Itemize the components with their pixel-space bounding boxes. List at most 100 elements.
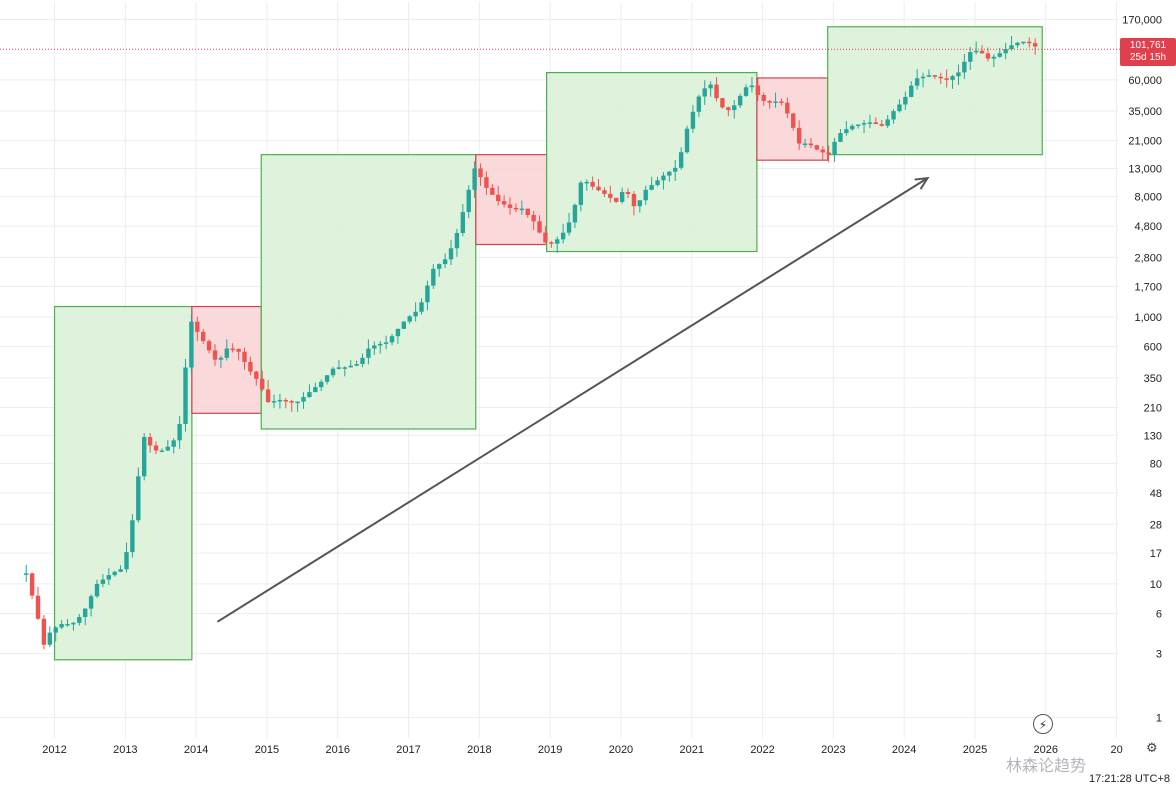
candle-body bbox=[94, 583, 100, 597]
candle-body bbox=[637, 200, 643, 207]
candle-body bbox=[808, 143, 814, 146]
x-axis[interactable]: 2012 2013 2014 2015 2016 2017 2018 2019 2020 2021… bbox=[42, 744, 1122, 756]
bear-cycle-zone bbox=[475, 154, 548, 246]
candle-body bbox=[130, 520, 135, 553]
candle-body bbox=[543, 232, 548, 243]
candle-body bbox=[448, 248, 454, 260]
candle-body bbox=[124, 552, 129, 570]
candle-body bbox=[938, 76, 943, 79]
trend-arrow bbox=[216, 176, 930, 623]
candle-body bbox=[106, 575, 112, 580]
candle-body bbox=[47, 632, 52, 645]
candle-body bbox=[737, 95, 743, 106]
bull-cycle-zone bbox=[546, 72, 758, 253]
candle-body bbox=[513, 207, 519, 210]
candle-body bbox=[1027, 41, 1032, 44]
candle-body bbox=[289, 401, 294, 403]
candle-body bbox=[926, 75, 932, 77]
x-tick-label: 2020 bbox=[609, 744, 633, 756]
candle-body bbox=[968, 52, 973, 62]
x-tick-label: 2022 bbox=[750, 744, 774, 756]
candle-body bbox=[696, 96, 702, 112]
candle-body bbox=[159, 450, 165, 453]
candle-body bbox=[254, 371, 259, 379]
candle-body bbox=[590, 181, 595, 187]
y-tick-label: 130 bbox=[1144, 430, 1162, 442]
candle-body bbox=[189, 321, 194, 368]
candle-body bbox=[1003, 49, 1008, 54]
candle-body bbox=[330, 368, 336, 376]
candle-body bbox=[142, 436, 147, 477]
candle-body bbox=[596, 186, 601, 191]
x-tick-label: 2015 bbox=[255, 744, 279, 756]
candle-body bbox=[413, 311, 418, 317]
candle-body bbox=[773, 101, 778, 103]
candle-body bbox=[826, 152, 831, 155]
candle-body bbox=[301, 397, 306, 402]
candle-body bbox=[873, 122, 879, 125]
candle-body bbox=[183, 367, 188, 425]
candle-body bbox=[271, 401, 277, 403]
candle-body bbox=[442, 259, 448, 265]
candle-body bbox=[147, 436, 153, 446]
y-tick-label: 48 bbox=[1150, 488, 1162, 500]
candle-body bbox=[631, 193, 637, 207]
y-axis[interactable]: 170,000 60,000 35,000 21,000 13,000 8,000 4,80… bbox=[1122, 15, 1162, 725]
candle-body bbox=[324, 375, 330, 382]
candle-body bbox=[909, 85, 914, 97]
gear-icon[interactable]: ⚙ bbox=[1146, 740, 1158, 755]
candle-body bbox=[1021, 41, 1026, 44]
candle-body bbox=[614, 197, 619, 202]
bull-cycle-zone bbox=[827, 26, 1043, 156]
candle-body bbox=[832, 141, 837, 155]
y-tick-label: 80 bbox=[1150, 458, 1162, 470]
x-tick-label: 2013 bbox=[113, 744, 137, 756]
candle-body bbox=[23, 573, 29, 575]
y-tick-label: 8,000 bbox=[1134, 192, 1162, 204]
candle-body bbox=[165, 446, 171, 451]
candle-body bbox=[537, 221, 542, 233]
candle-body bbox=[425, 285, 430, 303]
candle-body bbox=[519, 208, 525, 211]
candle-body bbox=[342, 367, 348, 369]
candle-body bbox=[295, 401, 300, 404]
y-tick-label: 3 bbox=[1156, 649, 1162, 661]
candle-body bbox=[313, 387, 318, 393]
candle-body bbox=[726, 107, 731, 111]
candle-body bbox=[749, 85, 755, 88]
candle-body bbox=[991, 56, 997, 59]
candle-body bbox=[100, 579, 106, 584]
y-tick-label: 1 bbox=[1156, 712, 1162, 724]
candle-body bbox=[112, 571, 117, 576]
candle-body bbox=[407, 316, 412, 322]
trend-arrow-head bbox=[914, 176, 930, 190]
candle-body bbox=[566, 222, 572, 233]
candle-body bbox=[962, 61, 967, 73]
clock[interactable]: 17:21:28 UTC+8 bbox=[1086, 772, 1172, 786]
candle-body bbox=[861, 123, 867, 125]
candle-body bbox=[366, 348, 371, 358]
candle-body bbox=[802, 143, 808, 146]
watermark-text: 林森论趋势 bbox=[1006, 758, 1087, 775]
candle-body bbox=[71, 622, 76, 625]
candle-body bbox=[431, 268, 436, 286]
candle-body bbox=[743, 87, 749, 96]
candle-body bbox=[177, 424, 182, 441]
candle-body bbox=[885, 119, 890, 126]
candle-body bbox=[903, 96, 908, 105]
candle-body bbox=[248, 361, 253, 372]
candle-body bbox=[507, 204, 513, 208]
candle-body bbox=[59, 624, 64, 628]
candle-body bbox=[796, 127, 802, 144]
candle-body bbox=[360, 357, 365, 365]
candle-body bbox=[236, 348, 241, 352]
trend-arrow-line bbox=[216, 177, 929, 623]
y-tick-label: 1,000 bbox=[1134, 312, 1162, 324]
candle-body bbox=[608, 193, 613, 198]
lightning-icon[interactable]: ⚡ bbox=[1033, 714, 1053, 734]
candle-body bbox=[35, 595, 41, 619]
candle-body bbox=[838, 133, 843, 142]
current-price-value: 101,761 bbox=[1129, 40, 1167, 51]
